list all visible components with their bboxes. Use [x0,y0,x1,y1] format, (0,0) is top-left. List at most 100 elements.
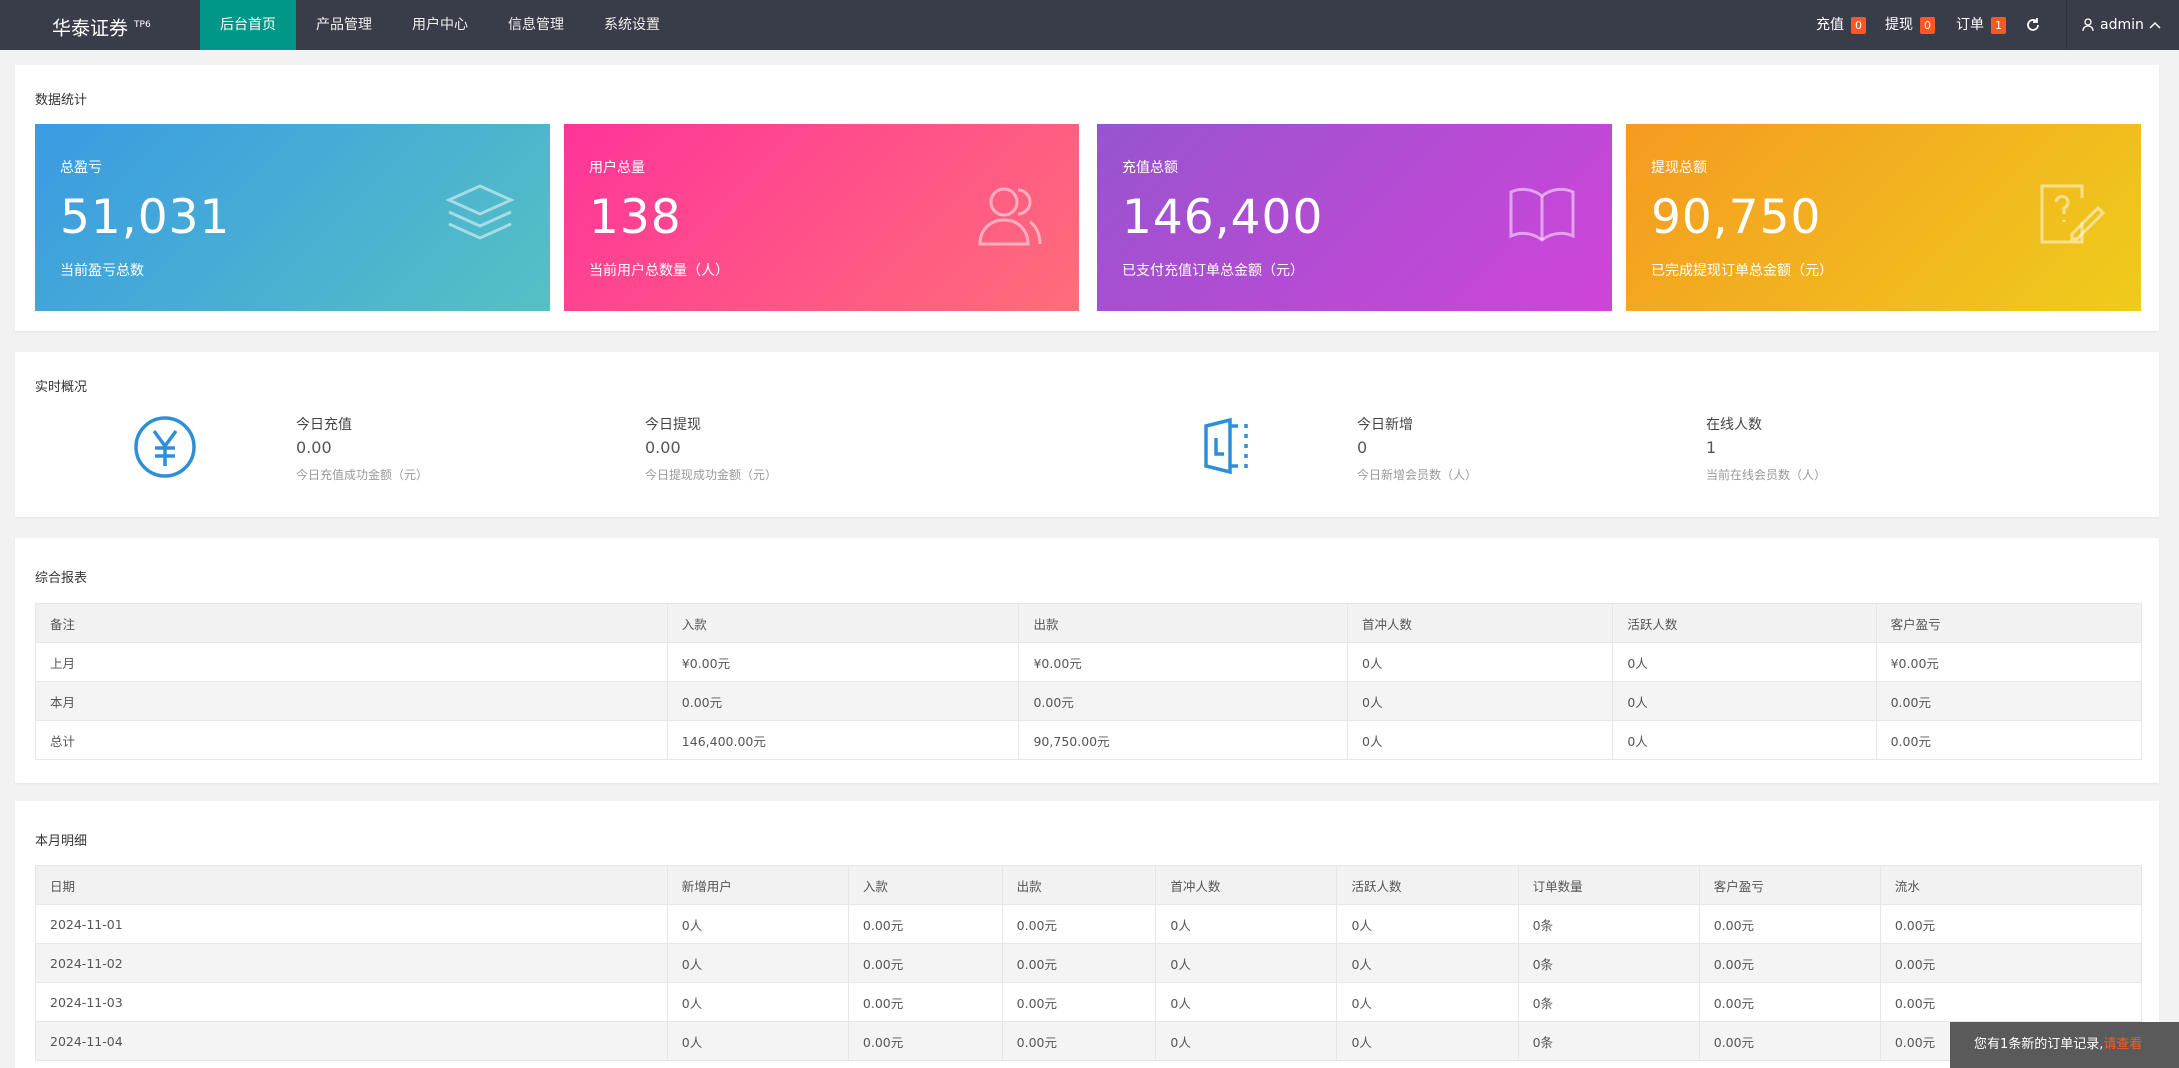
nav-tab[interactable]: 产品管理 [316,17,372,33]
cell: 上月 [35,642,668,682]
logo-tag: TP6 [134,20,151,30]
cell: 0人 [1612,642,1877,682]
orders-link[interactable]: 订单 [1956,17,1984,33]
cell: 本月 [35,681,668,721]
cell: ¥0.00元 [1875,642,2143,682]
cell: 0.00元 [1875,681,2143,721]
row: 2024-11-01 0人 0.00元 0.00元 0人 0人 0条 0.00元 0.00元 [35,904,2143,944]
cell: 0条 [1517,1021,1700,1061]
report-panel: 综合报表 备注 入款 出款 首冲人数 活跃人数 客户盈亏 上月 ¥0.00元 ¥0.00元 0人 0… [15,538,2159,783]
card-label: 充值总额 [1122,160,1178,176]
nav-tab[interactable]: 信息管理 [508,17,564,33]
recharge-link[interactable]: 充值 [1816,17,1844,33]
notification[interactable]: 您有1条新的订单记录,请查看 [1950,1022,2179,1068]
cell: 0人 [1336,1021,1519,1061]
user-name[interactable]: admin [2100,17,2144,33]
cell: ¥0.00元 [666,642,1020,682]
cell: 0条 [1517,943,1700,983]
cell: 2024-11-04 [35,1021,668,1061]
cell: 2024-11-02 [35,943,668,983]
cell: 0人 [666,1021,849,1061]
header-row: 日期 新增用户 入款 出款 首冲人数 活跃人数 订单数量 客户盈亏 流水 [35,865,2143,905]
cell: 0.00元 [1698,943,1881,983]
nav-tab[interactable]: 用户中心 [412,17,468,33]
panel-title: 综合报表 [35,571,88,586]
monthly-table: 日期 新增用户 入款 出款 首冲人数 活跃人数 订单数量 客户盈亏 流水 2024-11-01 0人… [35,865,2143,1061]
badge: 1 [1991,17,2006,34]
cell: 0人 [1336,943,1519,983]
card-desc: 当前盈亏总数 [60,263,144,279]
header-cell: 日期 [35,865,668,905]
cell: 2024-11-03 [35,982,668,1022]
notice-link[interactable]: 请查看 [2103,1037,2143,1052]
row: 总计 146,400.00元 90,750.00元 0人 0人 0.00元 [35,720,2143,760]
panel-title: 数据统计 [35,93,88,108]
rt-label: 在线人数 [1706,417,1762,433]
book-icon [1509,187,1575,242]
cell: 0.00元 [1698,1021,1881,1061]
caret[interactable] [2149,20,2161,30]
rt-label: 今日充值 [296,417,352,433]
cell: 0人 [1155,1021,1338,1061]
notice-text: 您有1条新的订单记录, [1974,1037,2104,1052]
cell: 0.00元 [1001,1021,1157,1061]
card-label: 用户总量 [589,160,645,176]
header-cell: 首冲人数 [1155,865,1338,905]
yuan-icon [134,416,196,478]
cell: ¥0.00元 [1018,642,1349,682]
card-label: 总盈亏 [60,160,102,176]
cell: 90,750.00元 [1018,720,1349,760]
nav-tab[interactable]: 系统设置 [604,17,660,33]
cell: 0.00元 [1879,904,2143,944]
card-value: 51,031 [60,190,231,245]
cell: 0.00元 [1879,943,2143,983]
row: 2024-11-03 0人 0.00元 0.00元 0人 0人 0条 0.00元 0.00元 [35,982,2143,1022]
thead: 备注 入款 出款 首冲人数 活跃人数 客户盈亏 [35,603,2143,643]
stat-card: 充值总额 146,400 已支付充值订单总金额（元） [1097,124,1612,311]
rt-value: 0 [1357,438,1368,457]
cell: 0.00元 [1018,681,1349,721]
logo-text: 华泰证券 [52,17,129,40]
cell: 0人 [1612,720,1877,760]
badge: 0 [1851,17,1866,34]
rt-label: 今日提现 [645,417,701,433]
stat-card: 提现总额 90,750 已完成提现订单总金额（元） [1626,124,2141,311]
row: 2024-11-02 0人 0.00元 0.00元 0人 0人 0条 0.00元 0.00元 [35,943,2143,983]
nav-tab[interactable]: 后台首页 [200,0,296,50]
tbody: 2024-11-01 0人 0.00元 0.00元 0人 0人 0条 0.00元 0.00元 20… [35,904,2143,1061]
header-cell: 出款 [1001,865,1157,905]
cell: 0条 [1517,904,1700,944]
cell: 146,400.00元 [666,720,1020,760]
header-cell: 入款 [847,865,1003,905]
card-value: 90,750 [1651,190,1822,245]
cell: 0人 [666,943,849,983]
cell: 0.00元 [1001,982,1157,1022]
cell: 0.00元 [847,982,1003,1022]
cell: 0人 [666,904,849,944]
cell: 0人 [1155,982,1338,1022]
cell: 0人 [1336,904,1519,944]
withdraw-link[interactable]: 提现 [1885,17,1913,33]
card-desc: 当前用户总数量（人） [589,263,729,279]
cell: 0.00元 [666,681,1020,721]
cell: 0.00元 [1698,904,1881,944]
cell: 0.00元 [847,1021,1003,1061]
users-icon [978,187,1042,246]
realtime-panel: 实时概况 今日充值 0.00 今日充值成功金额（元） 今日提现 0.00 今日提… [15,352,2159,517]
rt-value: 1 [1706,438,1717,457]
cell: 0.00元 [1698,982,1881,1022]
header-cell: 备注 [35,603,668,643]
logo[interactable]: 华泰证券 TP6 [52,0,151,53]
header-cell: 入款 [666,603,1020,643]
stat-card: 用户总量 138 当前用户总数量（人） [564,124,1079,311]
header-cell: 新增用户 [666,865,849,905]
report-table: 备注 入款 出款 首冲人数 活跃人数 客户盈亏 上月 ¥0.00元 ¥0.00元 0人 0人 ¥0.0… [35,603,2143,760]
cell: 0.00元 [1001,943,1157,983]
badge: 0 [1920,17,1935,34]
card-value: 138 [589,190,682,245]
refresh-icon[interactable] [2025,17,2041,33]
rt-desc: 今日充值成功金额（元） [296,468,429,482]
card-value: 146,400 [1122,190,1324,245]
rt-value: 0.00 [296,438,332,457]
